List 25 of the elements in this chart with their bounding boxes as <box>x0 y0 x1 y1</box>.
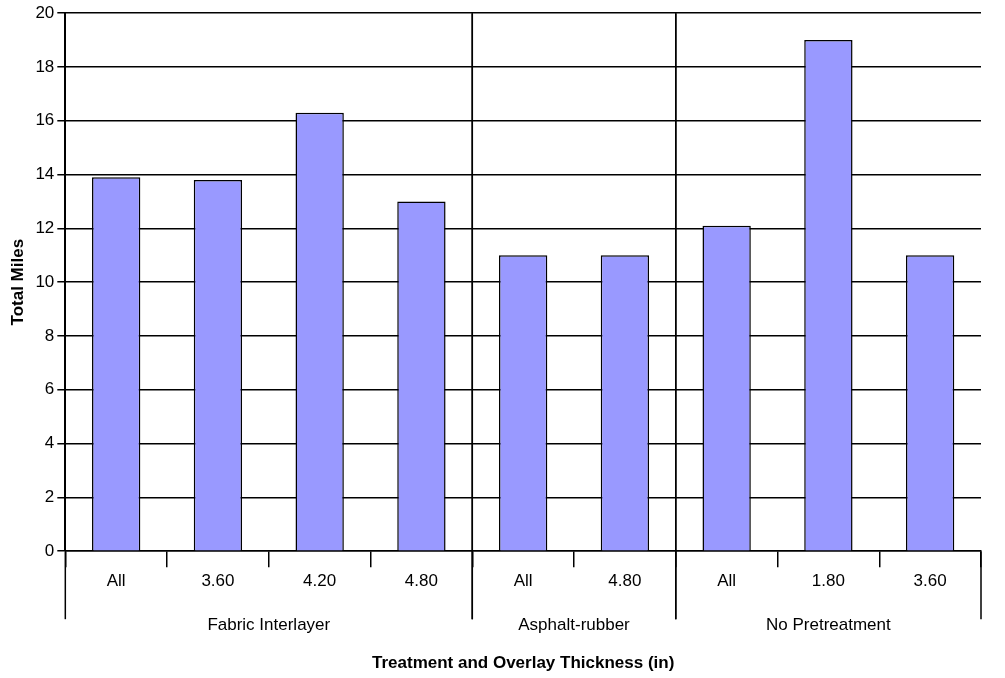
y-tick-label: 4 <box>44 433 55 453</box>
text: Fabric Interlayer <box>207 614 331 634</box>
x-tick-label: All <box>717 571 737 591</box>
x-tick-label: 4.80 <box>404 571 438 591</box>
text: Asphalt-rubber <box>518 614 631 634</box>
x-tick-label: 4.20 <box>303 571 337 591</box>
y-tick-label: 12 <box>35 218 55 238</box>
x-axis-title: Treatment and Overlay Thickness (in) <box>371 653 675 673</box>
x-tick-label: 1.80 <box>811 571 845 591</box>
y-tick-label: 2 <box>44 487 55 507</box>
y-tick-label: 10 <box>35 271 55 291</box>
x-tick-label: 4.80 <box>608 571 642 591</box>
x-tick-label: All <box>106 571 126 591</box>
y-tick-label: 0 <box>44 540 55 560</box>
y-tick-label: 16 <box>35 110 55 130</box>
y-tick-label: 18 <box>35 56 55 76</box>
x-tick-label: 3.60 <box>201 571 235 591</box>
x-tick-label: All <box>513 571 533 591</box>
x-tick-label: 3.60 <box>913 571 947 591</box>
y-tick-label: 20 <box>35 2 55 22</box>
y-axis-title: Total Miles <box>7 238 27 326</box>
y-tick-label: 14 <box>35 164 55 184</box>
text: No Pretreatment <box>766 614 892 634</box>
y-tick-label: 6 <box>44 379 55 399</box>
y-tick-label: 8 <box>44 325 55 345</box>
